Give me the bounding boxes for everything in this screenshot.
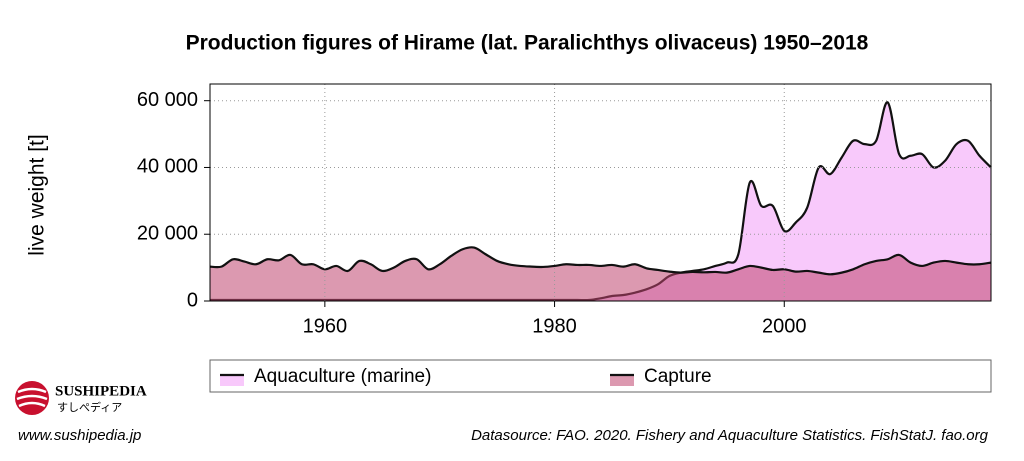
area-fill [210,102,991,301]
legend-swatch [220,376,244,386]
logo [15,381,49,415]
brand-subname: すしぺディア [57,400,122,414]
legend-label: Aquaculture (marine) [254,366,431,387]
legend-box [209,359,992,393]
legend-label: Capture [644,366,712,387]
chart-title: Production figures of Hirame (lat. Paral… [186,32,869,55]
y-tick-label: 0 [187,289,198,311]
url: www.sushipedia.jp [18,427,141,444]
x-tick-label: 2000 [762,315,807,337]
y-tick-label: 20 000 [137,223,198,245]
y-axis-label: live weight [t] [26,134,49,255]
legend-item: Capture [610,366,712,387]
source: Datasource: FAO. 2020. Fishery and Aquac… [471,427,989,444]
legend-item: Aquaculture (marine) [220,366,431,387]
y-tick-label: 60 000 [137,89,198,111]
area-fill [210,247,991,301]
legend-swatch [610,376,634,386]
x-tick-label: 1960 [303,315,348,337]
area-line [209,246,992,276]
y-tick-label: 40 000 [137,156,198,178]
plot-frame [209,83,992,302]
brand-name: SUSHIPEDIA [55,383,147,399]
x-tick-label: 1980 [532,315,577,337]
logo-stripes [16,387,48,408]
